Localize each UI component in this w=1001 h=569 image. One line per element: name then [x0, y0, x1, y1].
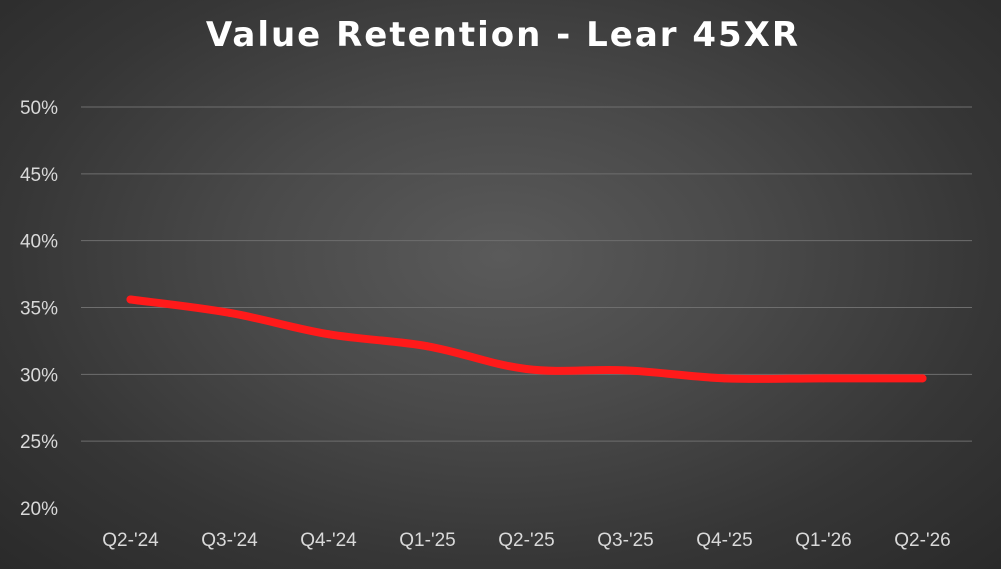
- data-point: [522, 364, 531, 373]
- data-point: [126, 295, 135, 304]
- data-point: [225, 308, 234, 317]
- x-tick-label: Q3-'24: [201, 530, 258, 551]
- x-tick-label: Q2-'24: [102, 530, 159, 551]
- y-tick-label: 40%: [20, 232, 58, 253]
- x-axis-ticks: Q2-'24 Q3-'24 Q4-'24 Q1-'25 Q2-'25 Q3-'25 Q4-'…: [102, 530, 950, 551]
- x-tick-label: Q1-'25: [399, 530, 455, 551]
- x-tick-label: Q2-'25: [498, 530, 554, 551]
- x-tick-label: Q1-'26: [795, 530, 851, 551]
- data-point: [621, 366, 630, 375]
- y-tick-label: 35%: [20, 299, 58, 320]
- x-tick-label: Q2-'26: [894, 530, 950, 551]
- gridlines: [81, 106, 972, 442]
- y-tick-label: 25%: [20, 432, 58, 453]
- data-point: [423, 342, 432, 351]
- y-tick-label: 30%: [20, 365, 58, 386]
- x-tick-label: Q4-'25: [696, 530, 752, 551]
- data-point: [720, 374, 729, 383]
- y-axis-ticks: 20% 25% 30% 35% 40% 45% 50%: [20, 98, 58, 520]
- y-tick-label: 50%: [20, 98, 58, 119]
- y-tick-label: 20%: [20, 499, 58, 520]
- series-layer: [126, 295, 927, 383]
- x-tick-label: Q3-'25: [597, 530, 653, 551]
- x-tick-label: Q4-'24: [300, 530, 357, 551]
- series-line: [126, 295, 927, 383]
- data-point: [918, 374, 927, 383]
- chart-title: Value Retention - Lear 45XR: [206, 15, 800, 55]
- data-point: [819, 374, 828, 383]
- y-tick-label: 45%: [20, 165, 58, 186]
- data-point: [324, 330, 333, 339]
